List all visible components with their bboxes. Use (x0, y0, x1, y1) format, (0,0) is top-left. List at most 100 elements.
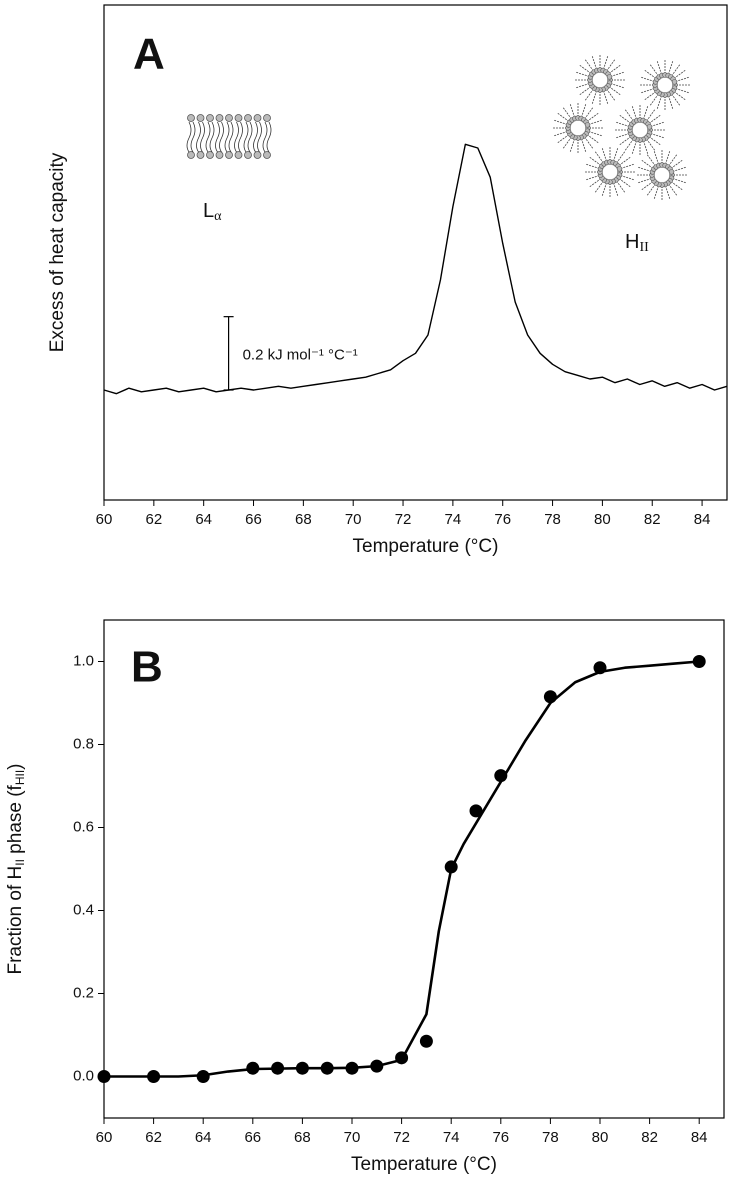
lipid-head (215, 114, 224, 122)
lipid-head (244, 114, 252, 122)
lipid-tail (643, 140, 649, 154)
y-axis-title-part: phase (f (5, 784, 26, 859)
y-axis-title-part: ) (5, 763, 26, 769)
data-point (345, 1061, 359, 1075)
lipid-head (606, 74, 613, 80)
lipid-tail (624, 109, 634, 122)
lipid-tail (673, 69, 686, 79)
lipid-tail (673, 91, 686, 101)
lipid-tail (610, 83, 624, 89)
lipid-head (187, 114, 195, 122)
lipid-head (668, 169, 675, 175)
lipid-tail (608, 64, 621, 74)
lipid-head (244, 151, 252, 159)
lipid-tail (668, 183, 678, 196)
data-point (593, 661, 607, 675)
lipid-head (187, 151, 195, 159)
lipid-tail (562, 107, 572, 120)
lipid-tail (601, 148, 607, 162)
x-tick-label: 64 (195, 511, 212, 528)
lipid-tail (205, 121, 215, 153)
scale-bar-label: 0.2 kJ mol⁻¹ °C⁻¹ (243, 346, 358, 363)
lipid-tail (196, 121, 205, 153)
phase-label-sub: α (214, 209, 222, 224)
y-tick-label: 0.6 (73, 818, 94, 835)
lipid-tail (591, 56, 597, 70)
lipid-head (584, 122, 591, 128)
phase-label-sub: II (639, 240, 649, 255)
panel-label: A (133, 30, 165, 79)
lipid-head (253, 114, 262, 122)
lipid-tail (641, 88, 655, 94)
data-point (196, 1070, 210, 1083)
y-axis-title: Fraction of HII phase (fHII) (5, 763, 27, 974)
lipid-tail (646, 109, 656, 122)
data-point (97, 1070, 111, 1083)
lipid-head (253, 151, 262, 159)
lipid-tail (653, 151, 659, 165)
lipid-tail (224, 121, 234, 153)
x-tick-label: 66 (245, 511, 262, 528)
plot-frame (103, 619, 725, 1119)
lipid-tail (584, 107, 594, 120)
lipid-tail (620, 163, 634, 169)
lipid-tail (631, 140, 637, 154)
lipid-tail (616, 121, 630, 127)
lipid-tail (644, 91, 657, 101)
y-axis-title: Excess of heat capacity (47, 152, 68, 352)
lipid-head (234, 114, 243, 122)
y-axis-title-part: HII (13, 770, 27, 785)
phase-label: Lα (203, 200, 222, 224)
lipid-tail (616, 180, 626, 193)
lipid-tail (650, 121, 664, 127)
lipid-tail (670, 181, 683, 191)
lipid-tail (569, 104, 575, 118)
lipid-tail (644, 69, 657, 79)
lipid-tail (649, 64, 659, 77)
y-axis-title-part: II (13, 859, 27, 866)
panel-label: B (131, 643, 163, 692)
lipid-tail (670, 159, 683, 169)
lipid-tail (616, 133, 630, 139)
x-tick-label: 70 (345, 511, 362, 528)
data-point (494, 769, 508, 783)
lipid-head (263, 114, 271, 122)
lipid-tail (586, 112, 599, 122)
x-tick-label: 62 (145, 1129, 162, 1146)
lipid-tail (588, 131, 602, 137)
lipid-tail (569, 138, 575, 152)
lipid-tail (584, 136, 594, 149)
lipid-tail (675, 88, 689, 94)
lipid-tail (581, 104, 587, 118)
lipid-head (646, 124, 653, 130)
lipid-tail (243, 121, 253, 153)
data-point (147, 1070, 161, 1083)
x-tick-label: 68 (294, 1129, 311, 1146)
lipid-head (225, 151, 233, 159)
x-tick-label: 60 (96, 511, 113, 528)
lipid-tail (584, 59, 594, 72)
lipid-tail (638, 178, 652, 184)
lipid-tail (641, 76, 655, 82)
lipid-tail (619, 136, 632, 146)
lipid-tail (668, 61, 674, 75)
lipid-tail (588, 119, 602, 125)
x-tick-label: 78 (544, 511, 561, 528)
lipid-tail (656, 95, 662, 109)
lipid-tail (613, 148, 619, 162)
lipid-tail (594, 151, 604, 164)
lipid-tail (606, 59, 616, 72)
lipid-tail (608, 86, 621, 96)
data-point (444, 860, 458, 874)
lipid-tail (648, 114, 661, 124)
lipid-tail (215, 121, 224, 153)
x-tick-label: 76 (492, 1129, 509, 1146)
lipid-tail (579, 86, 592, 96)
data-point (246, 1061, 260, 1075)
lipid-tail (646, 154, 656, 167)
x-tick-label: 68 (295, 511, 312, 528)
lipid-tail (665, 151, 671, 165)
x-tick-label: 74 (445, 511, 462, 528)
lipid-tail (648, 136, 661, 146)
x-tick-label: 72 (393, 1129, 410, 1146)
